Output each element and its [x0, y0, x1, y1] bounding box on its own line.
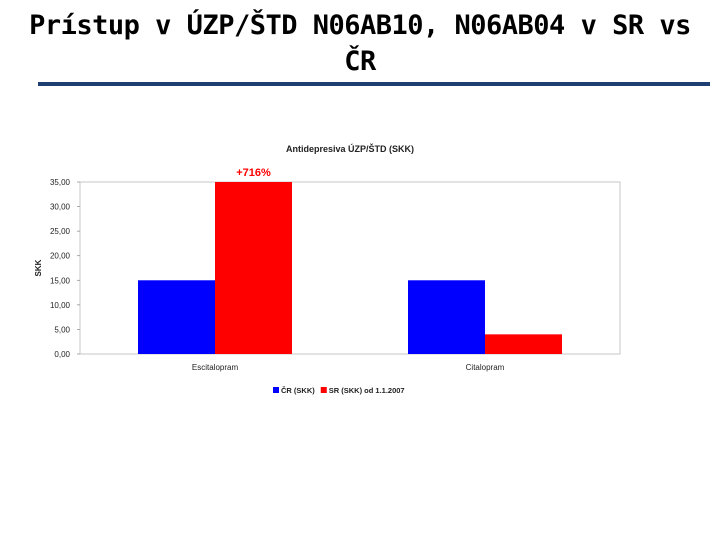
y-tick-label: 5,00 [54, 325, 70, 334]
x-axis-categories: Escitalopram Citalopram [192, 363, 505, 372]
bars [138, 182, 562, 354]
y-tick-label: 30,00 [50, 203, 71, 212]
legend-entry: ČR (SKK) [281, 386, 315, 395]
x-category-label: Citalopram [466, 363, 505, 372]
legend-swatch [320, 387, 327, 393]
bar-citalopram-series-2 [485, 334, 562, 354]
legend-entry: SR (SKK) od 1.1.2007 [329, 386, 405, 395]
x-category-label: Escitalopram [192, 363, 239, 372]
y-axis-ticks: 0,00 5,00 10,00 15,00 20,00 25,00 30,00 35,00 [50, 178, 80, 359]
annotation-label: +716% [236, 167, 271, 179]
annotations: +716% [236, 167, 271, 179]
y-tick-label: 10,00 [50, 301, 71, 310]
slide-title: Prístup v ÚZP/ŠTD N06AB10, N06AB04 v SR … [29, 10, 691, 77]
y-tick-label: 35,00 [50, 178, 71, 187]
y-tick-label: 25,00 [50, 227, 71, 236]
title-rule [38, 82, 710, 86]
y-tick-label: 15,00 [50, 276, 71, 285]
bar-citalopram-series-1 [408, 280, 485, 354]
y-tick-label: 20,00 [50, 252, 71, 261]
y-tick-label: 0,00 [54, 350, 70, 359]
bar-escitalopram-series-1 [138, 280, 215, 354]
legend-swatch [273, 387, 279, 393]
bar-escitalopram-series-2 [215, 182, 292, 354]
legend: ČR (SKK) SR (SKK) od 1.1.2007 [273, 386, 405, 395]
y-axis-label: SKK [34, 259, 43, 276]
chart-title: Antidepresiva ÚZP/ŠTD (SKK) [286, 143, 414, 154]
